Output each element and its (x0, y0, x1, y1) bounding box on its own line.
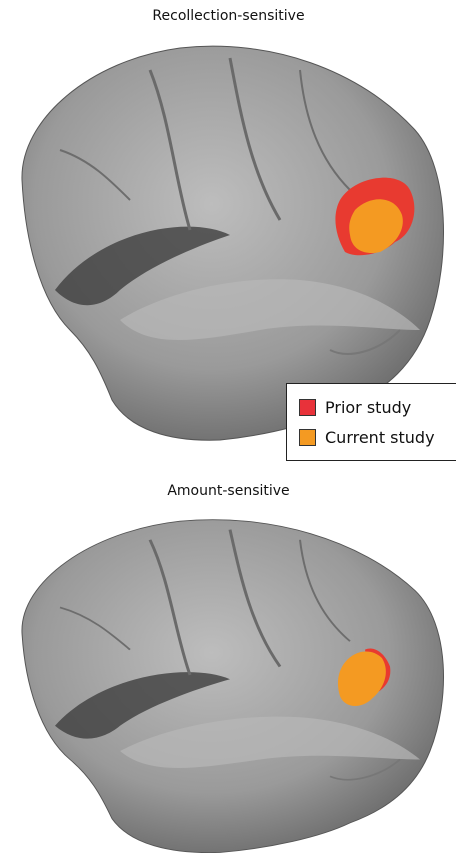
brain-render (0, 504, 457, 859)
legend-label: Prior study (325, 398, 411, 417)
panel-title: Recollection-sensitive (0, 8, 457, 24)
panel-title: Amount-sensitive (0, 483, 457, 499)
legend-label: Current study (325, 428, 435, 447)
legend-item: Current study (299, 428, 435, 447)
legend-swatch (299, 399, 316, 416)
brain (22, 520, 444, 853)
legend: Prior study Current study (286, 383, 456, 461)
brain (22, 46, 444, 440)
figure: Recollection-sensitive Prior study (0, 0, 457, 859)
legend-item: Prior study (299, 398, 411, 417)
legend-swatch (299, 429, 316, 446)
